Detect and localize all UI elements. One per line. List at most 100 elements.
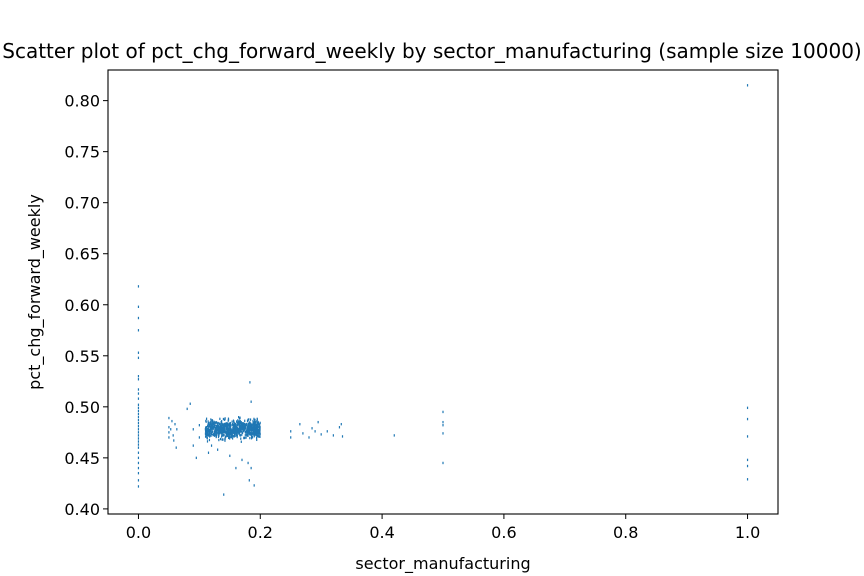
data-point [226,425,229,429]
data-point [210,431,213,435]
data-point [257,427,259,431]
data-point [238,416,240,419]
data-point [213,425,215,429]
data-point [245,436,247,439]
x-tick-label: 0.4 [369,523,394,542]
data-point [205,429,207,432]
data-point [211,419,213,422]
data-point [251,429,254,432]
data-point [211,429,213,433]
data-point [222,417,225,421]
data-point [137,479,140,482]
data-point [225,426,228,429]
data-point [221,433,223,437]
data-point [332,434,334,437]
data-point [214,433,216,436]
data-point [208,423,210,427]
data-point [224,423,226,427]
data-point [213,424,215,427]
data-point [227,430,230,433]
data-point [240,434,242,437]
data-point [211,425,214,428]
data-point [208,428,210,432]
data-point [251,434,253,438]
data-point [311,427,313,430]
data-point [205,417,208,420]
data-point [221,427,223,430]
data-point [224,430,226,434]
data-point [137,431,140,434]
data-point [442,420,444,424]
data-point [243,424,245,428]
data-point [235,431,237,434]
data-point [204,435,207,438]
data-point [244,419,246,423]
y-tick-label: 0.50 [64,398,100,417]
data-point [259,435,261,438]
data-point [241,433,243,436]
data-point [231,434,233,437]
data-point [215,435,217,439]
data-point [238,420,240,423]
data-point [227,417,230,420]
data-point [210,444,213,447]
data-point [251,424,253,427]
data-point [243,436,245,440]
data-points [137,84,749,496]
data-point [137,443,140,446]
data-point [168,426,170,429]
data-point [248,479,250,482]
data-point [246,429,248,432]
data-point [209,421,211,425]
data-point [137,305,140,308]
data-point [249,428,252,431]
data-point [204,427,207,431]
data-point [259,423,261,426]
data-point [223,433,225,437]
data-point [250,422,252,426]
data-point [249,381,251,384]
data-point [253,417,255,421]
data-point [242,426,244,429]
data-point [220,420,222,424]
data-point [137,428,140,431]
data-point [242,422,244,425]
data-point [248,424,251,427]
data-point [224,422,226,426]
data-point [241,430,243,433]
data-point [210,426,212,429]
data-point [137,451,140,454]
data-point [238,422,240,426]
data-point [237,430,240,434]
data-point [216,424,218,428]
data-point [251,432,253,435]
data-point [256,424,259,427]
data-point [317,420,319,424]
data-point [137,375,140,378]
data-point [239,425,242,428]
data-point [210,422,212,426]
data-point [320,433,322,436]
data-point [239,416,241,419]
x-axis-ticks: 0.0 0.2 0.4 0.6 0.8 1.0 [126,514,760,542]
data-point [442,424,444,427]
data-point [251,436,254,439]
data-point [221,438,223,441]
data-point [221,421,223,425]
data-point [247,434,249,437]
data-point [220,427,223,430]
data-point [216,430,218,434]
data-point [257,430,259,434]
data-point [168,431,170,434]
data-point [302,432,304,435]
data-point [252,419,254,423]
data-point [248,428,250,431]
data-point [221,428,223,432]
data-point [249,423,251,426]
data-point [250,427,252,430]
data-point [245,426,247,430]
data-point [210,434,212,437]
data-point [224,435,226,438]
data-point [189,402,191,405]
data-point [239,421,241,425]
